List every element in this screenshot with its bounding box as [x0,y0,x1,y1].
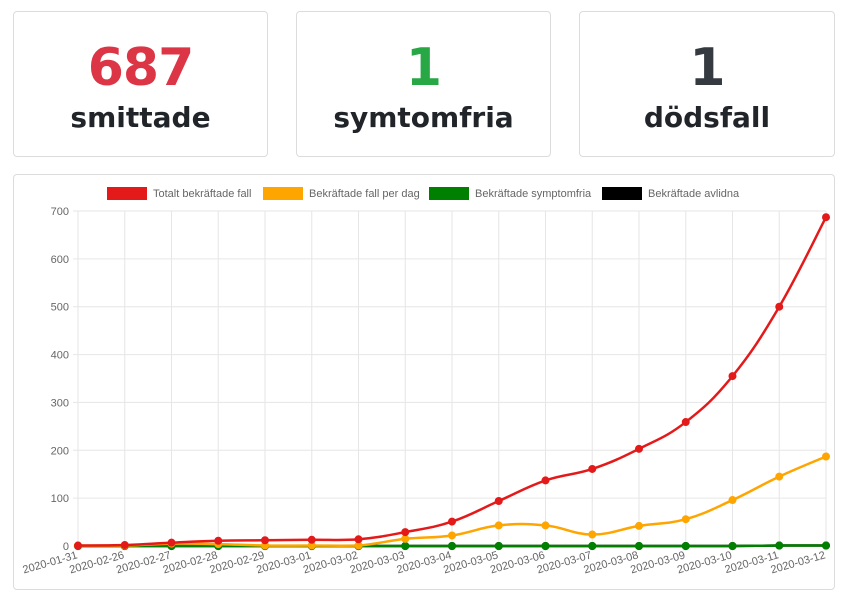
data-point [541,476,550,485]
y-tick-label: 700 [51,206,69,218]
data-point [775,302,784,311]
stat-card-infected: 687 smittade [13,11,268,157]
y-tick-label: 100 [51,493,69,505]
y-tick-label: 500 [51,302,69,314]
legend-label: Bekräftade avlidna [648,188,740,200]
data-point [448,542,456,550]
data-point [494,521,503,530]
chart-card: 0 100 200 300 400 500 600 700 2020-01-31 2020-02-… [13,174,835,590]
data-point [401,534,410,543]
y-tick-label: 0 [63,541,69,553]
data-point [822,541,830,550]
legend-label: Bekräftade fall per dag [309,188,420,200]
legend-swatch [263,187,303,200]
deaths-count: 1 [689,38,725,98]
data-point [588,464,597,473]
y-tick-label: 300 [51,397,69,409]
legend-swatch [602,187,642,200]
data-point [635,521,643,530]
data-point [401,542,410,550]
data-point [775,541,784,550]
data-point [635,542,643,550]
infected-count: 687 [87,38,195,98]
data-point [681,418,690,427]
legend-label: Totalt bekräftade fall [153,188,251,200]
data-point [401,528,410,537]
data-point [822,452,830,461]
data-point [635,444,643,453]
data-point [448,517,456,526]
data-point [822,213,830,222]
data-point [541,542,550,550]
data-point [681,515,690,524]
data-point [588,542,597,550]
data-point [728,372,737,381]
asymptomatic-count: 1 [405,38,442,98]
y-tick-label: 200 [51,445,69,457]
data-point [214,536,223,545]
data-point [775,472,784,481]
stat-card-asymptomatic: 1 symtomfria [296,11,551,157]
data-point [448,531,456,540]
x-tick-label: 2020-03-12 [769,549,826,576]
legend-label: Bekräftade symptomfria [475,188,592,200]
legend-swatch [429,187,469,200]
data-point [120,541,129,550]
asymptomatic-label: symtomfria [333,101,514,134]
data-point [307,535,316,544]
data-point [167,538,176,547]
data-point [588,530,597,539]
data-point [494,542,503,550]
legend-swatch [107,187,147,200]
stat-card-deaths: 1 dödsfall [579,11,835,157]
data-point [261,536,269,545]
deaths-label: dödsfall [643,101,771,134]
data-point [728,542,737,550]
data-point [681,542,690,550]
line-chart: 01002003004005006007002020-01-312020-02-… [21,187,830,576]
data-point [494,497,503,506]
data-point [728,496,737,505]
y-tick-label: 400 [51,350,69,362]
data-point [74,541,82,550]
data-point [354,535,363,544]
infected-label: smittade [70,101,211,134]
data-point [541,521,550,530]
series-line [77,216,828,547]
y-tick-label: 600 [51,254,69,266]
